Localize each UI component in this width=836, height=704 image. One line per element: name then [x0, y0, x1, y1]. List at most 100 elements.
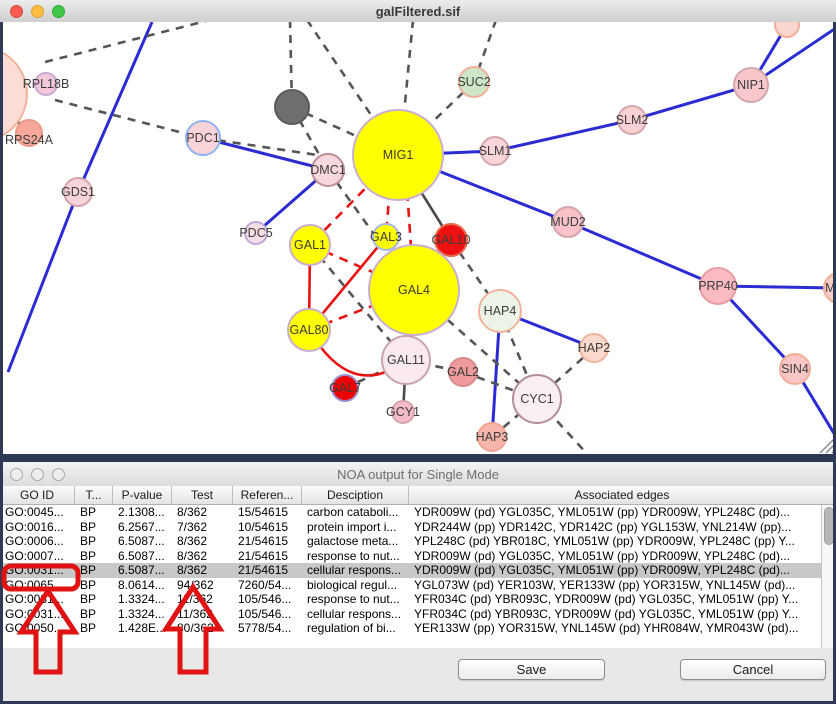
- network-node-pdc5[interactable]: [244, 221, 268, 245]
- network-node-label: RPS24A: [5, 133, 54, 147]
- table-cell: cellular respons...: [307, 563, 402, 577]
- network-node-gcy1[interactable]: [391, 400, 415, 424]
- table-cell: BP: [80, 548, 97, 563]
- zoom-button[interactable]: [52, 467, 65, 481]
- network-node-label: PRP40: [698, 279, 738, 293]
- network-window-titlebar: galFiltered.sif: [0, 0, 836, 23]
- network-canvas-svg: RPL18B RPS24A GDS1 PDC1 MIG1 SUC2 SLM1 SLM2 NIP1…: [0, 22, 836, 454]
- table-row[interactable]: GO:0031... BP 1.3324... 11/362 105/546... res…: [0, 592, 821, 607]
- network-node-nip1[interactable]: [733, 67, 769, 103]
- network-window: galFiltered.sif RPL18B RPS24A GDS1 PDC1 MIG1…: [0, 0, 836, 454]
- network-node-label: DMC1: [310, 163, 345, 177]
- network-node-label: GAL4: [398, 283, 430, 297]
- network-node-mig1[interactable]: [352, 109, 444, 201]
- noa-window-title: NOA output for Single Mode: [337, 466, 499, 482]
- close-button[interactable]: [10, 4, 23, 18]
- network-node-gal7[interactable]: [331, 374, 359, 402]
- network-node-slm1[interactable]: [480, 136, 510, 166]
- cancel-button[interactable]: Cancel: [680, 659, 826, 680]
- table-row[interactable]: GO:0031... BP 6.5087... 8/362 21/54615 cellul…: [0, 563, 821, 578]
- traffic-lights: [10, 4, 65, 18]
- table-cell: 6.2567...: [118, 519, 165, 534]
- network-node-hap2[interactable]: [579, 333, 609, 363]
- zoom-button[interactable]: [52, 4, 65, 18]
- network-node-top-peach[interactable]: [774, 22, 800, 38]
- network-node-cyc1[interactable]: [512, 374, 562, 424]
- network-node-label: GCY1: [386, 405, 420, 419]
- table-row[interactable]: GO:0006... BP 6.5087... 8/362 21/54615 galact…: [0, 534, 821, 549]
- network-node-gal10[interactable]: [434, 223, 468, 257]
- network-node-gal11[interactable]: [381, 335, 431, 385]
- table-cell: 2.1308...: [118, 505, 165, 519]
- column-header[interactable]: Test: [172, 486, 233, 504]
- network-node-label: SIN4: [781, 362, 809, 376]
- table-row[interactable]: GO:0016... BP 6.2567... 7/362 10/54615 protei…: [0, 519, 821, 534]
- table-cell: BP: [80, 505, 97, 519]
- close-button[interactable]: [10, 467, 23, 481]
- save-button[interactable]: Save: [458, 659, 605, 680]
- table-row[interactable]: GO:0031... BP 1.3324... 11/362 105/546... cel…: [0, 606, 821, 621]
- network-node-gal2[interactable]: [448, 357, 478, 387]
- noa-window-titlebar: NOA output for Single Mode: [0, 462, 836, 487]
- network-node-label: SLM1: [479, 144, 512, 158]
- table-cell: 6.5087...: [118, 563, 165, 577]
- network-node-label: HAP2: [578, 341, 611, 355]
- network-node-hap4[interactable]: [478, 289, 522, 333]
- table-cell: 105/546...: [238, 592, 292, 606]
- column-header[interactable]: T...: [75, 486, 113, 504]
- table-cell: GO:0006...: [5, 534, 64, 548]
- network-node-dmc1[interactable]: [311, 153, 345, 187]
- column-header[interactable]: Associated edges: [409, 486, 836, 504]
- network-node-label: SUC2: [457, 75, 490, 89]
- network-node-label: MSN: [825, 281, 836, 295]
- traffic-lights-inactive: [10, 467, 65, 481]
- network-node-suc2[interactable]: [458, 66, 490, 98]
- table-cell: GO:0050...: [5, 621, 64, 635]
- table-cell: 7260/54...: [238, 577, 292, 592]
- column-header[interactable]: P-value: [113, 486, 172, 504]
- network-node-prp40[interactable]: [699, 267, 737, 305]
- network-edge: [44, 22, 208, 64]
- table-cell: 1.3324...: [118, 592, 165, 606]
- table-cell: YDR009W (pd) YGL035C, YML051W (pp) YDR00…: [414, 548, 790, 563]
- network-node-rpl18b[interactable]: [34, 72, 58, 96]
- network-node-slm2[interactable]: [617, 105, 647, 135]
- table-cell: 1.428E...: [118, 621, 167, 635]
- table-row[interactable]: GO:0045... BP 2.1308... 8/362 15/54615 carbon…: [0, 505, 821, 520]
- table-cell: carbon cataboli...: [307, 505, 399, 519]
- network-node-gds1[interactable]: [63, 177, 93, 207]
- column-header[interactable]: Referen...: [233, 486, 302, 504]
- network-node-unnamed-dark[interactable]: [274, 89, 310, 125]
- network-node-big-node[interactable]: [0, 47, 28, 141]
- network-node-sin4[interactable]: [779, 353, 811, 385]
- table-cell: 21/54615: [238, 548, 289, 563]
- minimize-button[interactable]: [31, 4, 44, 18]
- table-cell: 80/362: [177, 621, 214, 635]
- network-edge: [54, 98, 204, 140]
- network-node-gal80[interactable]: [287, 308, 331, 352]
- table-cell: YGL073W (pd) YER103W, YER133W (pp) YOR31…: [414, 577, 796, 592]
- network-edge: [536, 398, 589, 454]
- network-node-pdc1[interactable]: [185, 120, 221, 156]
- network-node-gal1[interactable]: [289, 224, 331, 266]
- network-canvas[interactable]: RPL18B RPS24A GDS1 PDC1 MIG1 SUC2 SLM1 SLM2 NIP1…: [0, 22, 836, 454]
- table-cell: BP: [80, 563, 97, 577]
- network-node-mud2[interactable]: [552, 206, 584, 238]
- table-row[interactable]: GO:0050... BP 1.428E... 80/362 5778/54... reg…: [0, 621, 821, 636]
- network-node-label: HAP3: [476, 430, 509, 444]
- minimize-button[interactable]: [31, 467, 44, 481]
- network-node-rps24a[interactable]: [15, 119, 43, 147]
- column-header[interactable]: Desciption: [302, 486, 409, 504]
- network-node-gal4[interactable]: [368, 244, 460, 336]
- vertical-scrollbar[interactable]: [821, 505, 836, 648]
- network-node-hap3[interactable]: [477, 422, 507, 452]
- table-cell: BP: [80, 592, 97, 606]
- column-header[interactable]: GO ID: [0, 486, 75, 504]
- table-row[interactable]: GO:0065... BP 8.0614... 94/362 7260/54... bio…: [0, 577, 821, 592]
- table-cell: biological regul...: [307, 577, 398, 592]
- network-node-label: MIG1: [383, 148, 414, 162]
- table-row[interactable]: GO:0007... BP 6.5087... 8/362 21/54615 respon…: [0, 548, 821, 563]
- network-node-gal3[interactable]: [372, 223, 400, 251]
- table-body: GO:0045... BP 2.1308... 8/362 15/54615 carbon…: [0, 505, 821, 648]
- network-edge: [472, 22, 497, 83]
